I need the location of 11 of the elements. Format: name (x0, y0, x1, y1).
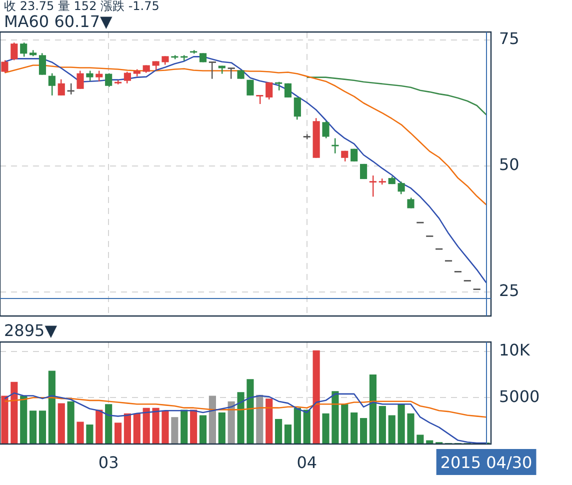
text: 2895▼ (3, 321, 58, 340)
y-tick-label: 10K (499, 340, 530, 360)
x-tick-label: 03 (98, 452, 119, 472)
y-tick-label: 25 (499, 280, 520, 300)
y-tick-label: 50 (499, 155, 520, 174)
y-tick-label: 5000 (499, 386, 540, 406)
text: 收 23.75 量 152 漲跌 -1.75 (3, 0, 160, 13)
x-tick-label: 04 (296, 452, 318, 472)
text: MA60 60.17▼ (3, 12, 114, 31)
y-tick-label: 75 (499, 29, 520, 48)
x-tick-label: 2015 04/30 (440, 452, 532, 472)
